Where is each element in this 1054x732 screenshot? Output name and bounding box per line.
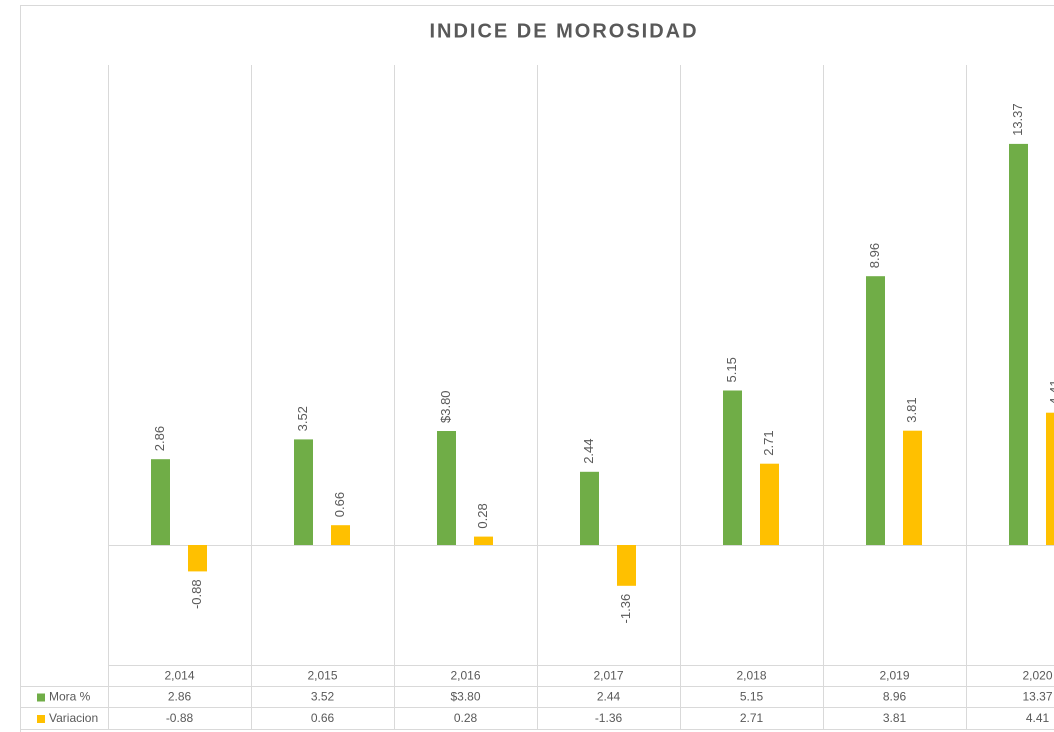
table-value: 3.81: [883, 711, 907, 725]
data-label: 3.81: [904, 397, 919, 422]
data-label: 5.15: [724, 357, 739, 382]
bar: [437, 431, 456, 545]
chart-title: INDICE DE MOROSIDAD: [429, 20, 698, 42]
table-value: 3.52: [311, 690, 335, 704]
data-label: 0.28: [475, 503, 490, 528]
data-label: -0.88: [189, 579, 204, 609]
table-value: 13.37: [1022, 690, 1052, 704]
x-tick-label: 2,014: [164, 669, 194, 683]
legend-label: Mora %: [49, 690, 91, 704]
x-tick-label: 2,020: [1022, 669, 1052, 683]
bar: [760, 463, 779, 545]
table-value: 4.41: [1026, 711, 1050, 725]
bar: [903, 430, 922, 545]
legend-label: Variacion: [49, 711, 98, 725]
table-value: -0.88: [166, 711, 194, 725]
bar: [1046, 412, 1054, 545]
table-value: 2.86: [168, 690, 192, 704]
table-value: 5.15: [740, 690, 764, 704]
data-label: $3.80: [438, 390, 453, 423]
x-tick-label: 2,015: [307, 669, 337, 683]
table-value: 8.96: [883, 690, 907, 704]
data-label: -1.36: [618, 594, 633, 624]
chart-border: [20, 5, 1054, 732]
bar: [617, 545, 636, 586]
bar: [188, 545, 207, 572]
legend-swatch: [37, 715, 45, 723]
table-value: $3.80: [450, 690, 480, 704]
table-value: 0.66: [311, 711, 335, 725]
bar: [294, 439, 313, 545]
bar: [151, 459, 170, 545]
data-label: 4.41: [1047, 379, 1054, 404]
data-label: 3.52: [295, 406, 310, 431]
x-tick-label: 2,019: [879, 669, 909, 683]
bar: [866, 276, 885, 545]
data-label: 13.37: [1010, 103, 1025, 136]
bar: [723, 390, 742, 545]
bar: [580, 471, 599, 545]
data-label: 0.66: [332, 492, 347, 517]
x-tick-label: 2,018: [736, 669, 766, 683]
legend-swatch: [37, 693, 45, 702]
bar: [474, 536, 493, 545]
data-label: 2.44: [581, 438, 596, 463]
table-value: 0.28: [454, 711, 478, 725]
x-tick-label: 2,016: [450, 669, 480, 683]
table-value: 2.71: [740, 711, 764, 725]
data-label: 8.96: [867, 243, 882, 268]
data-label: 2.86: [152, 426, 167, 451]
bar: [1009, 143, 1028, 545]
x-tick-label: 2,017: [593, 669, 623, 683]
data-label: 2.71: [761, 430, 776, 455]
table-value: -1.36: [595, 711, 623, 725]
table-value: 2.44: [597, 690, 621, 704]
bar: [331, 525, 350, 545]
